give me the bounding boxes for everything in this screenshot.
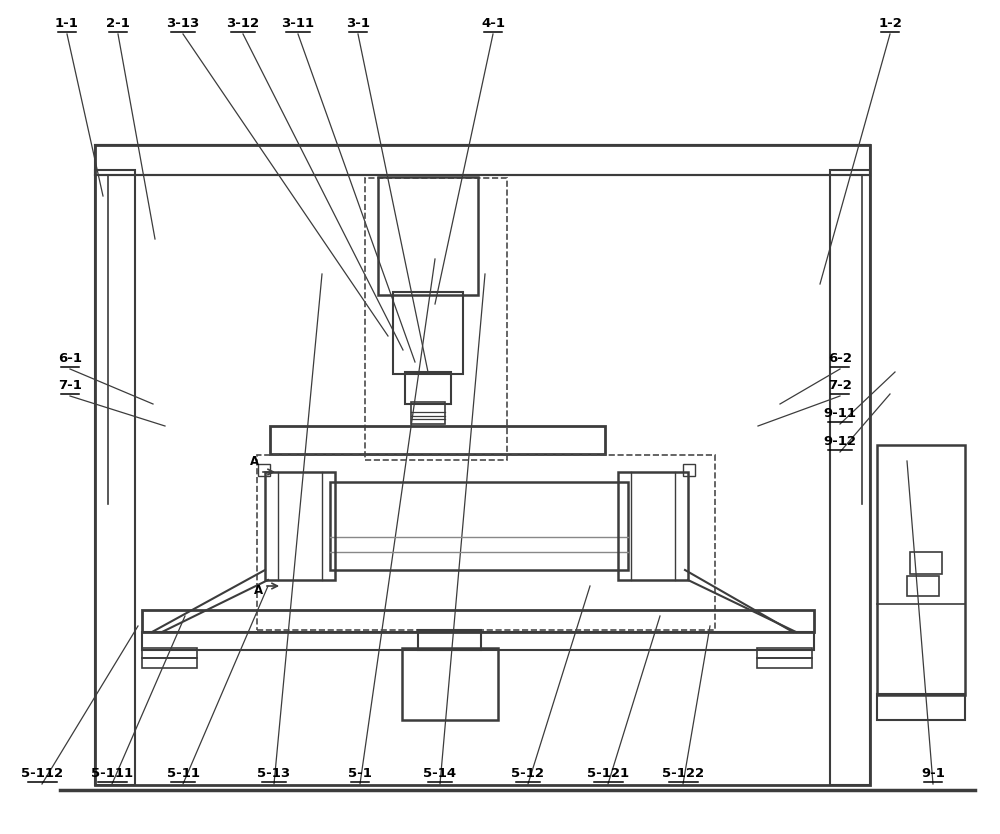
Text: 9-1: 9-1: [921, 767, 945, 780]
Bar: [830, 170, 870, 785]
Text: 5-111: 5-111: [91, 767, 133, 780]
Text: 3-13: 3-13: [166, 17, 200, 30]
Bar: [95, 145, 870, 175]
Bar: [378, 177, 478, 295]
Bar: [270, 426, 605, 454]
Text: 6-1: 6-1: [58, 352, 82, 365]
Bar: [330, 482, 628, 570]
Text: A: A: [250, 455, 259, 468]
Text: A: A: [254, 584, 263, 597]
Text: 7-2: 7-2: [828, 379, 852, 392]
Text: 5-14: 5-14: [423, 767, 457, 780]
Text: 2-1: 2-1: [106, 17, 130, 30]
Bar: [757, 658, 812, 668]
Bar: [142, 610, 814, 632]
Text: 5-122: 5-122: [662, 767, 704, 780]
Bar: [258, 464, 270, 476]
Text: 5-1: 5-1: [348, 767, 372, 780]
Text: 5-121: 5-121: [587, 767, 629, 780]
Bar: [95, 170, 135, 785]
Bar: [405, 372, 451, 404]
Bar: [265, 472, 335, 580]
Text: 4-1: 4-1: [481, 17, 505, 30]
Bar: [393, 292, 463, 374]
Text: 3-1: 3-1: [346, 17, 370, 30]
Text: 6-2: 6-2: [828, 352, 852, 365]
Bar: [757, 648, 812, 658]
Bar: [877, 445, 965, 695]
Bar: [618, 472, 688, 580]
Text: 9-12: 9-12: [824, 435, 856, 448]
Bar: [142, 632, 814, 650]
Bar: [910, 552, 942, 574]
Text: 3-11: 3-11: [281, 17, 315, 30]
Text: 5-13: 5-13: [257, 767, 291, 780]
Text: 1-1: 1-1: [55, 17, 79, 30]
Bar: [411, 402, 445, 424]
Bar: [95, 145, 870, 785]
Text: 5-12: 5-12: [512, 767, 544, 780]
Bar: [907, 576, 939, 596]
Bar: [683, 464, 695, 476]
Text: 3-12: 3-12: [226, 17, 260, 30]
Text: 1-2: 1-2: [878, 17, 902, 30]
Text: 9-11: 9-11: [824, 407, 856, 420]
Bar: [142, 648, 197, 658]
Bar: [257, 455, 715, 630]
Bar: [418, 630, 481, 650]
Bar: [365, 178, 507, 460]
Text: 5-11: 5-11: [166, 767, 200, 780]
Bar: [877, 694, 965, 720]
Text: 5-112: 5-112: [21, 767, 63, 780]
Text: 7-1: 7-1: [58, 379, 82, 392]
Bar: [142, 658, 197, 668]
Bar: [402, 648, 498, 720]
